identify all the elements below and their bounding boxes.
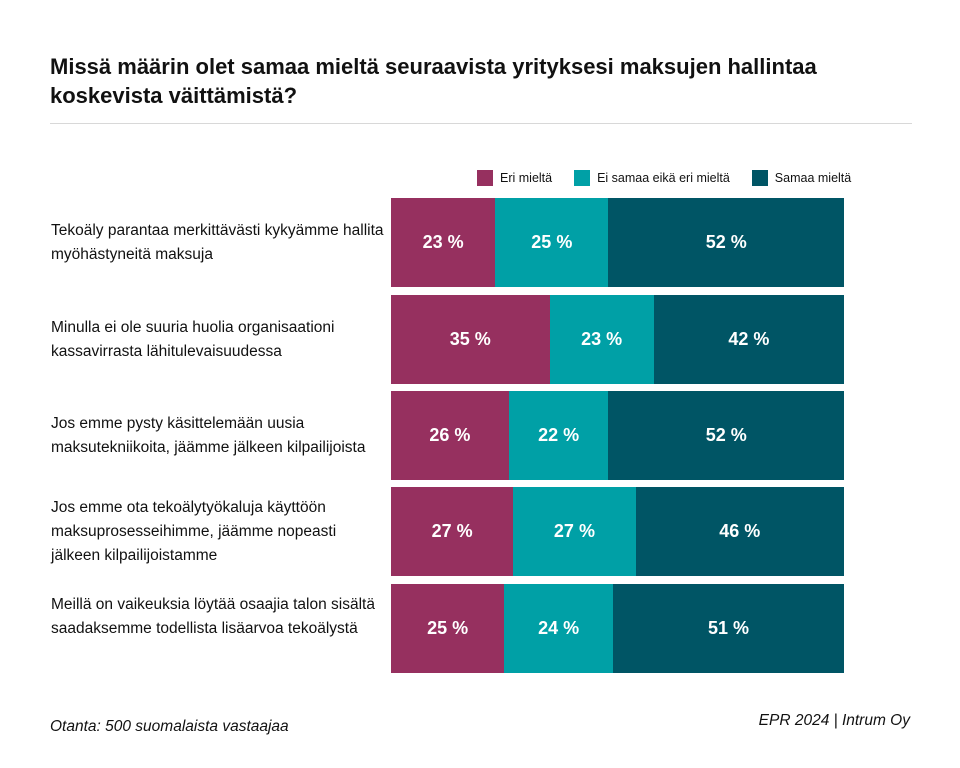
data-label: 52 % (705, 232, 747, 252)
bar-segment: 25 % (391, 584, 505, 673)
legend-label: Eri mieltä (500, 171, 553, 185)
data-label: 22 % (538, 425, 580, 445)
legend-item: Samaa mieltä (751, 170, 852, 186)
source-credit: EPR 2024 | Intrum Oy (758, 712, 910, 729)
data-label: 25 % (531, 232, 573, 252)
legend-item: Eri mieltä (477, 170, 552, 186)
legend-label: Samaa mieltä (774, 171, 852, 185)
data-label: 42 % (728, 329, 770, 349)
bar-segment: 27 % (513, 487, 636, 576)
data-label: 35 % (449, 329, 491, 349)
title-divider (50, 123, 912, 124)
bar-segment: 23 % (391, 198, 496, 287)
bar-segment: 52 % (608, 391, 844, 480)
category-label: Jos emme ota tekoälytyökaluja käyttöön m… (51, 498, 337, 564)
legend-item: Ei samaa eikä eri mieltä (574, 170, 730, 186)
legend-swatch (477, 170, 493, 186)
legend-label: Ei samaa eikä eri mieltä (597, 171, 730, 185)
category-label: Meillä on vaikeuksia löytää osaajia talo… (51, 595, 375, 637)
bar-segment: 25 % (495, 198, 609, 287)
bar-segment: 42 % (653, 295, 844, 384)
data-label: 24 % (538, 618, 580, 638)
bar-segment: 51 % (612, 584, 844, 673)
bar-segment: 35 % (391, 295, 550, 384)
data-label: 25 % (427, 618, 469, 638)
bar-segment: 22 % (508, 391, 609, 480)
data-label: 27 % (431, 521, 473, 541)
legend-swatch (574, 170, 591, 186)
data-label: 23 % (422, 232, 464, 252)
sample-note: Otanta: 500 suomalaista vastaajaa (50, 718, 289, 735)
category-label: Minulla ei ole suuria huolia organisaati… (51, 318, 335, 360)
data-label: 26 % (429, 425, 471, 445)
data-label: 23 % (581, 329, 623, 349)
data-label: 51 % (707, 618, 749, 638)
category-label: Tekoäly parantaa merkittävästi kykyämme … (51, 221, 384, 263)
legend: Eri mieltä Ei samaa eikä eri mieltä Samaa … (477, 170, 851, 186)
data-label: 52 % (705, 425, 747, 445)
chart-title: Missä määrin olet samaa mieltä seuraavis… (50, 54, 817, 108)
bar-segment: 46 % (635, 487, 844, 576)
bar-segment: 26 % (391, 391, 509, 480)
data-label: 27 % (553, 521, 595, 541)
bar-segment: 24 % (504, 584, 613, 673)
category-label: Jos emme pysty käsittelemään uusia maksu… (51, 414, 366, 456)
bar-segment: 52 % (608, 198, 844, 287)
bar-segment: 23 % (549, 295, 654, 384)
bar-segment: 27 % (391, 487, 514, 576)
data-label: 46 % (719, 521, 761, 541)
legend-swatch (751, 170, 768, 186)
